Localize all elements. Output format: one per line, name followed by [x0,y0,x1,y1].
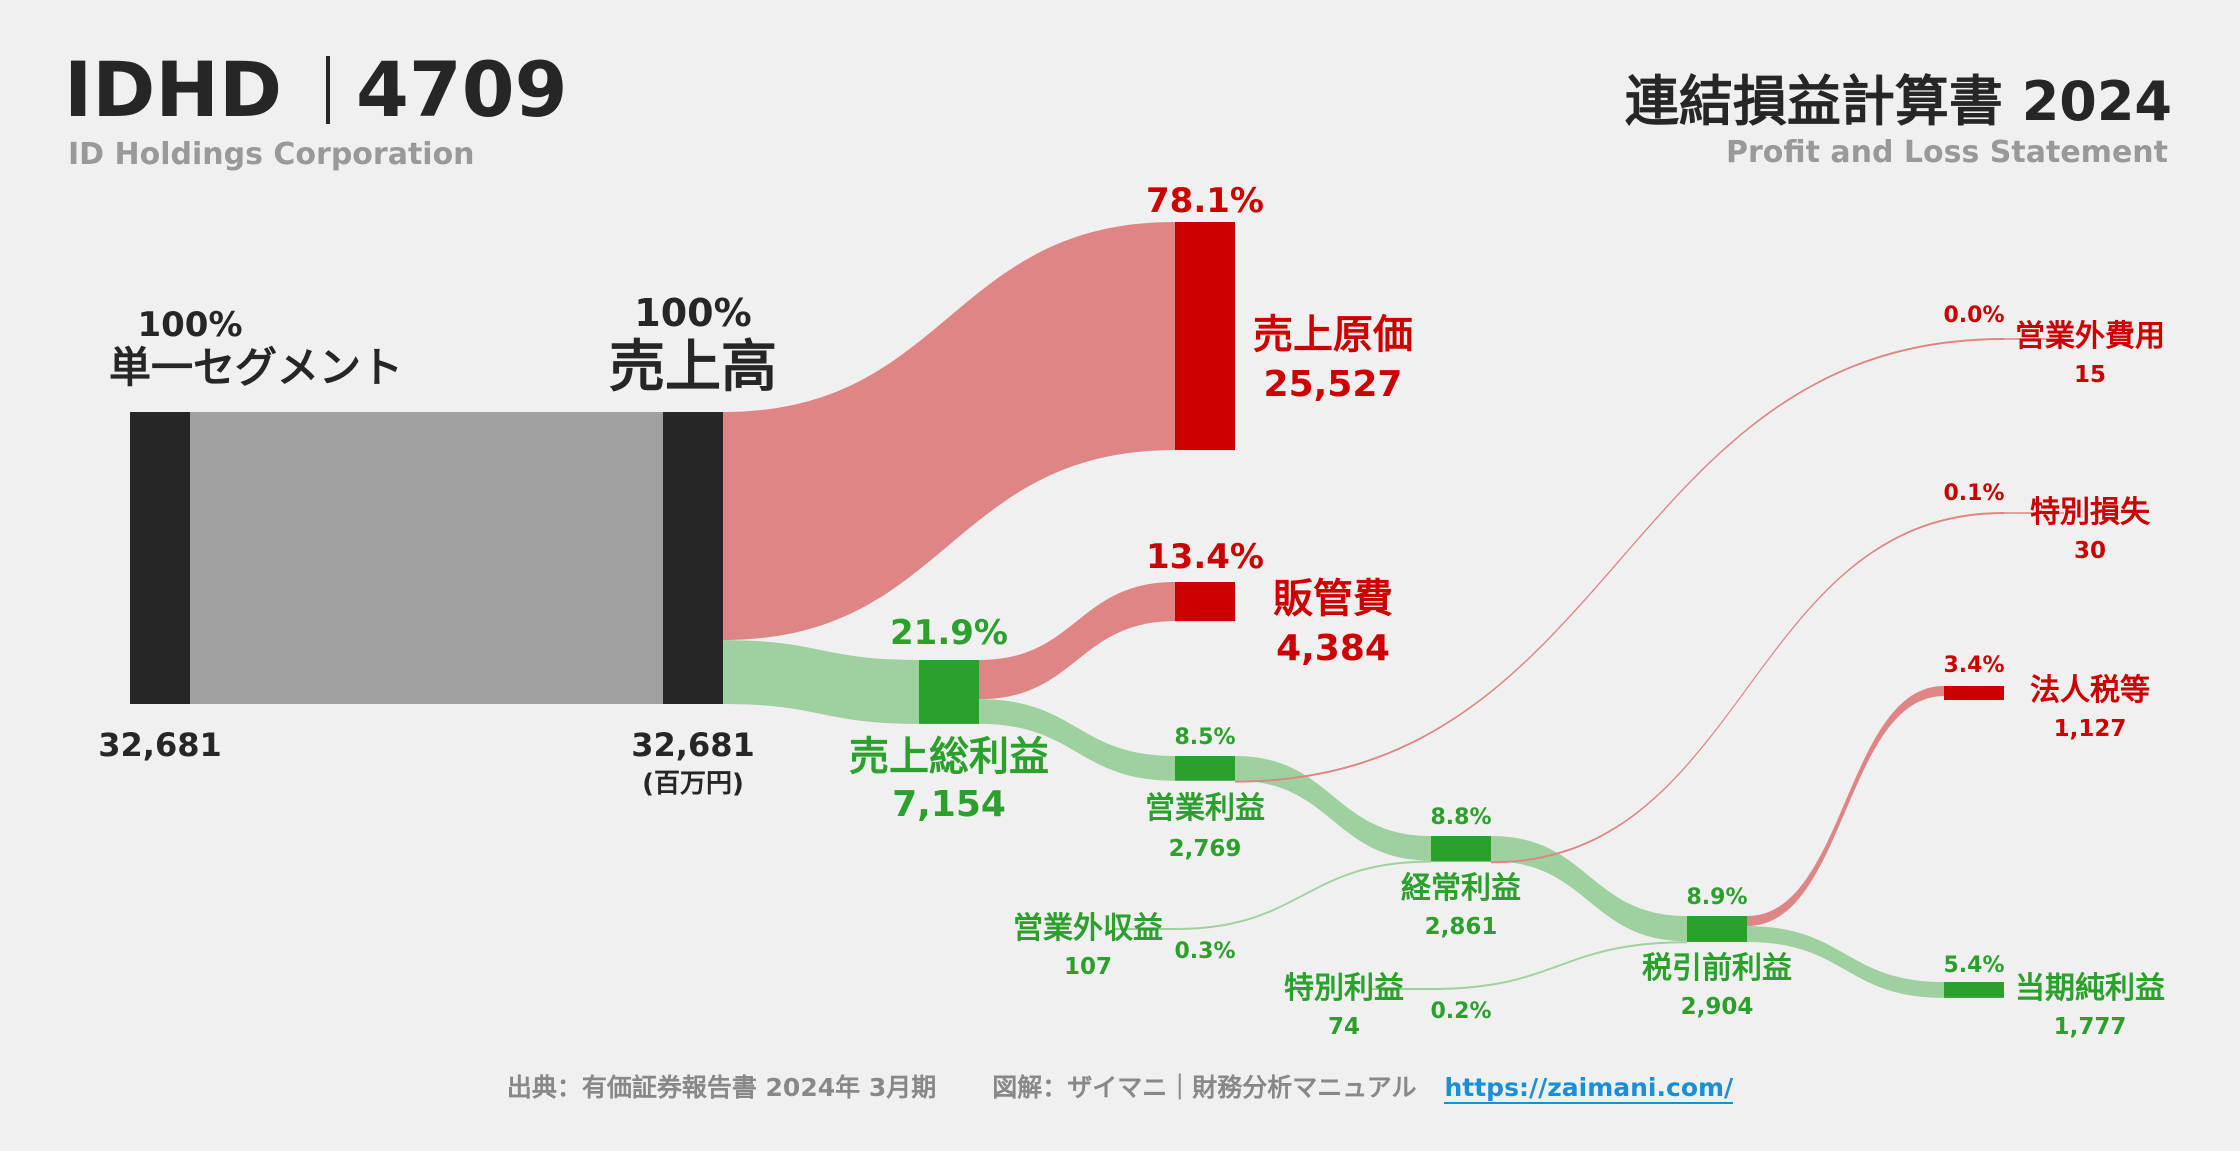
credit-note: 図解：ザイマニ｜財務分析マニュアル [992,1073,1417,1102]
net-value: 1,777 [2054,1014,2127,1040]
link-ext_gain-to-pretax [1431,941,1687,990]
op-value: 2,769 [1169,836,1242,862]
link-nonop_inc-to-ordinary [1175,860,1431,930]
gross-name: 売上総利益 [849,734,1049,780]
segment-name: 単一セグメント [109,343,403,392]
link-op-to-nonop_exp [1235,338,2004,783]
company-name: ID Holdings Corporation [68,137,475,172]
pretax-value: 2,904 [1681,994,1754,1020]
op-name: 営業利益 [1145,791,1265,826]
tax-pct: 3.4% [1943,653,2004,678]
pretax-name: 税引前利益 [1642,951,1792,986]
nonop-inc-value: 107 [1064,954,1112,980]
ticker: IDHD [64,45,282,134]
node-ordinary [1431,836,1491,862]
ext-loss-pct: 0.1% [1943,481,2004,506]
segment-pct: 100% [137,305,242,345]
node-revenue [663,412,723,704]
cogs-pct: 78.1% [1146,181,1264,221]
sankey-nodes [130,222,2064,998]
ext-gain-value: 74 [1328,1014,1360,1040]
header-left: IDHD 4709 ID Holdings Corporation [64,45,568,172]
source-note: 出典：有価証券報告書 2024年 3月期 [506,1073,937,1102]
link-segment-to-revenue [190,412,663,704]
link-gross-to-sga [979,582,1175,700]
ext-loss-value: 30 [2074,538,2106,564]
revenue-name: 売上高 [609,335,777,400]
gross-value: 7,154 [892,784,1006,825]
sga-value: 4,384 [1276,628,1390,669]
ordinary-value: 2,861 [1425,914,1498,940]
nonop-exp-name: 営業外費用 [2015,319,2165,354]
link-revenue-to-cogs [723,222,1175,641]
node-cogs [1175,222,1235,451]
link-op-to-ordinary [1235,756,1431,861]
ordinary-name: 経常利益 [1401,871,1521,906]
ordinary-pct: 8.8% [1430,805,1491,830]
nonop-exp-pct: 0.0% [1943,303,2004,328]
unit-label: (百万円) [642,769,744,799]
node-tax [1944,686,2004,700]
segment-value: 32,681 [98,726,221,764]
sga-name: 販管費 [1273,576,1393,622]
link-revenue-to-gross [723,640,919,724]
cogs-name: 売上原価 [1253,312,1413,358]
nonop-inc-name: 営業外収益 [1013,911,1163,946]
sankey-labels: 100% 単一セグメント 32,681 100% 売上高 32,681 (百万円… [98,181,2165,1040]
net-name: 当期純利益 [2015,971,2165,1006]
ext-gain-name: 特別利益 [1284,971,1404,1006]
node-op [1175,756,1235,781]
link-pretax-to-tax [1747,686,1944,927]
nonop-exp-value: 15 [2074,362,2106,388]
footer: 出典：有価証券報告書 2024年 3月期 図解：ザイマニ｜財務分析マニュアル htt… [0,1068,2240,1104]
node-segment [130,412,190,704]
cogs-value: 25,527 [1264,364,1403,405]
ext-gain-pct: 0.2% [1430,999,1491,1024]
node-gross [919,660,979,724]
tax-value: 1,127 [2054,716,2127,742]
link-ordinary-to-ext_loss [1491,512,2004,864]
site-link[interactable]: https://zaimani.com/ [1444,1073,1734,1104]
revenue-pct: 100% [634,291,751,335]
tax-name: 法人税等 [2030,673,2150,708]
sankey-links [190,222,2004,998]
nonop-inc-pct: 0.3% [1174,939,1235,964]
gross-pct: 21.9% [890,613,1008,653]
header-right: 連結損益計算書 2024 Profit and Loss Statement [1625,70,2172,170]
statement-title: 連結損益計算書 2024 [1625,70,2172,133]
statement-subtitle: Profit and Loss Statement [1726,135,2168,170]
link-gross-to-op [979,699,1175,781]
op-pct: 8.5% [1174,725,1235,750]
link-ordinary-to-pretax [1491,836,1687,942]
revenue-value: 32,681 [631,726,754,764]
pretax-pct: 8.9% [1686,885,1747,910]
net-pct: 5.4% [1943,953,2004,978]
security-code: 4709 [356,45,568,134]
link-pretax-to-net [1747,926,1944,998]
node-pretax [1687,916,1747,942]
ext-loss-name: 特別損失 [2030,495,2151,530]
sga-pct: 13.4% [1146,537,1264,577]
node-net [1944,982,2004,998]
node-sga [1175,582,1235,622]
